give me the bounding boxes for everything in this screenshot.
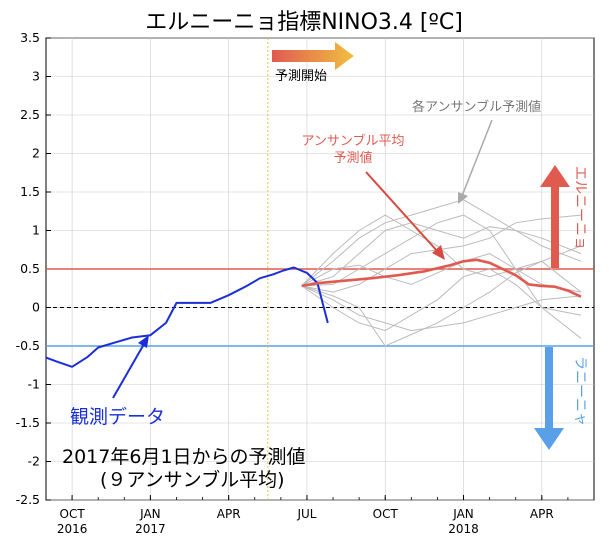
y-tick-label: -0.5 xyxy=(16,338,40,353)
x-tick-label: OCT xyxy=(60,507,86,521)
chart-title: エルニーニョ指標NINO3.4 [ºC] xyxy=(145,10,463,35)
observed-pointer-head xyxy=(138,335,149,348)
members-pointer-head xyxy=(458,192,468,204)
y-tick-label: 3.5 xyxy=(20,30,40,45)
mean-label-line2: 予測値 xyxy=(333,150,372,166)
elnino-arrow xyxy=(540,165,570,268)
ensemble-member-line xyxy=(301,253,582,293)
ensemble-member-line xyxy=(301,222,582,287)
x-tick-label: OCT xyxy=(373,507,399,521)
y-tick-label: -2 xyxy=(28,454,40,469)
y-tick-label: 3 xyxy=(32,69,40,84)
observed-pointer-line xyxy=(112,343,145,399)
forecast-start-label: 予測開始 xyxy=(275,69,327,84)
y-tick-label: 0 xyxy=(32,300,40,315)
mean-label-line1: アンサンブル平均 xyxy=(301,133,404,149)
forecast-start-arrow xyxy=(272,42,354,70)
x-tick-label: JAN xyxy=(139,507,161,521)
x-tick-year: 2017 xyxy=(135,522,166,536)
y-tick-label: -2.5 xyxy=(16,492,40,507)
y-tick-label: 2 xyxy=(32,146,40,161)
caption-line2: (９アンサンブル平均) xyxy=(100,468,285,491)
x-tick-label: JAN xyxy=(452,507,474,521)
mean-pointer-head xyxy=(432,245,445,260)
observed-series-line xyxy=(45,266,329,368)
ensemble-member-line xyxy=(301,199,582,287)
forecast-start-arrow-shape xyxy=(272,42,354,70)
y-tick-label: 1 xyxy=(32,223,40,238)
x-tick-year: 2016 xyxy=(57,522,88,536)
plot-area xyxy=(45,37,595,501)
lanina-arrow-shape xyxy=(534,347,564,450)
ensemble-member-line xyxy=(301,285,582,332)
x-tick-label: APR xyxy=(217,507,241,521)
x-tick-label: JUL xyxy=(296,507,316,521)
y-tick-label: 1.5 xyxy=(20,184,40,199)
y-tick-label: 0.5 xyxy=(20,261,40,276)
x-tick-label: APR xyxy=(530,507,554,521)
ensemble-mean-series-line xyxy=(301,258,582,298)
members-label: 各アンサンブル予測値 xyxy=(412,99,541,115)
elnino-label: エルニーニョ xyxy=(572,166,588,250)
lanina-label: ラニーニャ xyxy=(572,356,588,426)
mean-pointer-line xyxy=(365,171,439,253)
ensemble-member-line xyxy=(301,245,582,347)
main-series-lines xyxy=(45,258,582,368)
y-tick-labels: 3.5 3 2.5 2 1.5 1 0.5 0 -0.5 -1 -1.5 -2 -2.5 xyxy=(16,30,40,507)
observed-label: 観測データ xyxy=(70,406,165,428)
lanina-arrow xyxy=(534,347,564,450)
members-pointer-line xyxy=(461,119,493,197)
ensemble-member-line xyxy=(301,268,582,339)
elnino-arrow-shape xyxy=(540,165,570,268)
y-tick-label: -1 xyxy=(28,377,40,392)
ensemble-member-line xyxy=(301,214,582,293)
x-tick-year: 2018 xyxy=(448,522,479,536)
y-tick-label: -1.5 xyxy=(16,415,40,430)
y-tick-label: 2.5 xyxy=(20,107,40,122)
caption-line1: 2017年6月1日からの予測値 xyxy=(62,446,306,468)
